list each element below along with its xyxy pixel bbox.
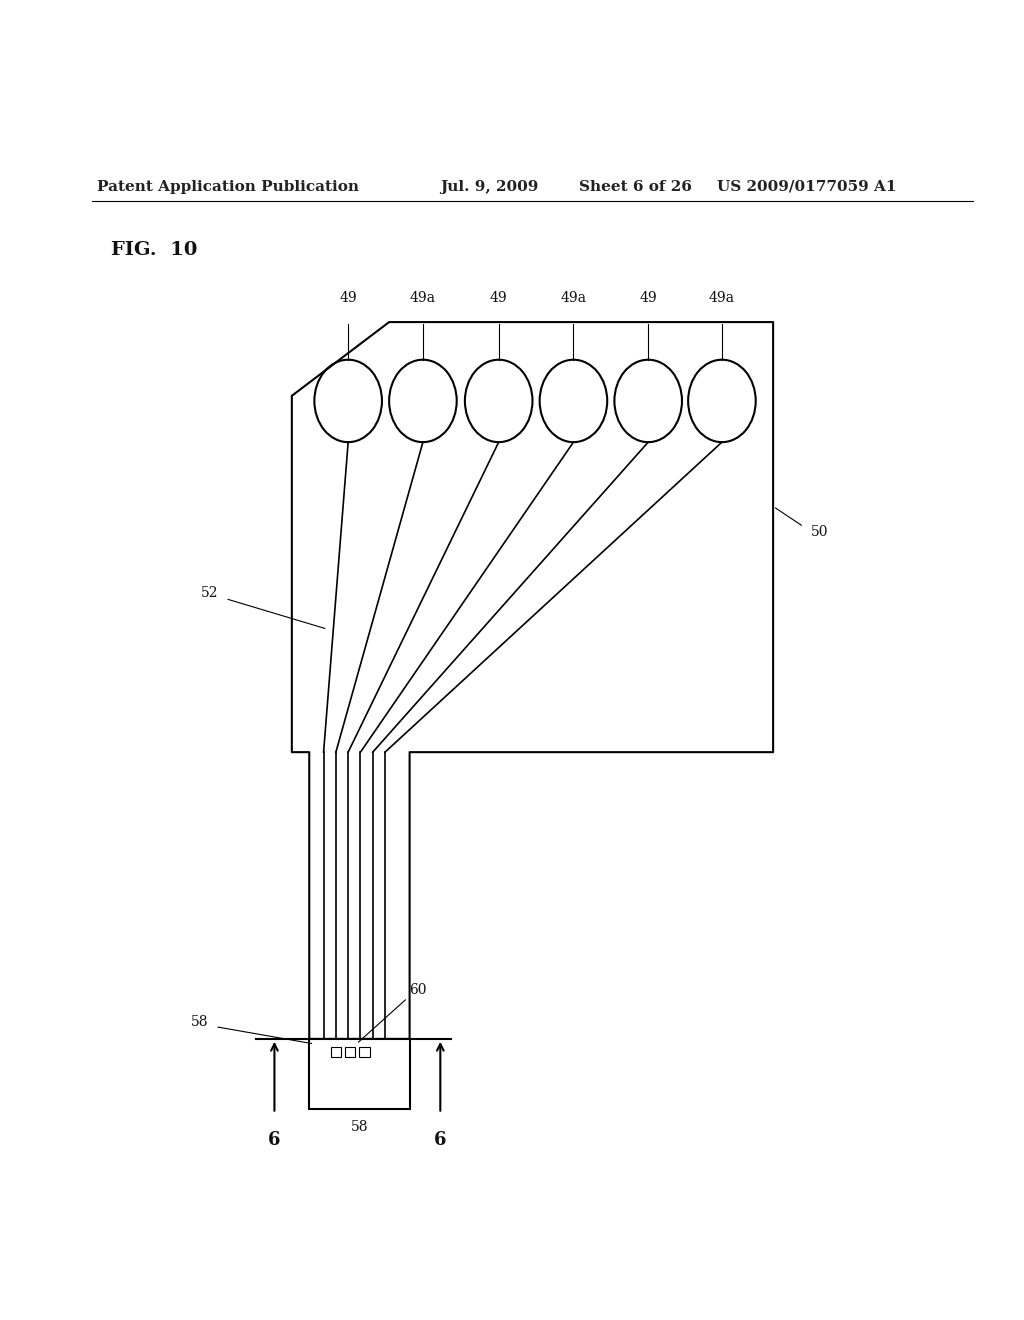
Text: 49: 49 [489,292,508,305]
Bar [309,1039,410,1109]
Text: 50: 50 [810,525,828,539]
Text: FIG.  10: FIG. 10 [111,242,197,260]
Text: 6: 6 [434,1131,446,1148]
Bar [359,1047,370,1057]
Text: US 2009/0177059 A1: US 2009/0177059 A1 [717,180,896,194]
Text: 6: 6 [268,1131,281,1148]
Text: 49: 49 [339,292,357,305]
Text: 49a: 49a [410,292,436,305]
Text: Sheet 6 of 26: Sheet 6 of 26 [579,180,691,194]
Text: 58: 58 [190,1015,209,1030]
Bar [331,1047,341,1057]
Text: 49: 49 [639,292,657,305]
Text: 52: 52 [201,586,219,601]
Text: 49a: 49a [560,292,587,305]
Text: 58: 58 [350,1119,369,1134]
Text: Jul. 9, 2009: Jul. 9, 2009 [440,180,539,194]
Bar [345,1047,355,1057]
Text: 60: 60 [409,982,427,997]
Text: 49a: 49a [709,292,735,305]
Text: Patent Application Publication: Patent Application Publication [97,180,359,194]
